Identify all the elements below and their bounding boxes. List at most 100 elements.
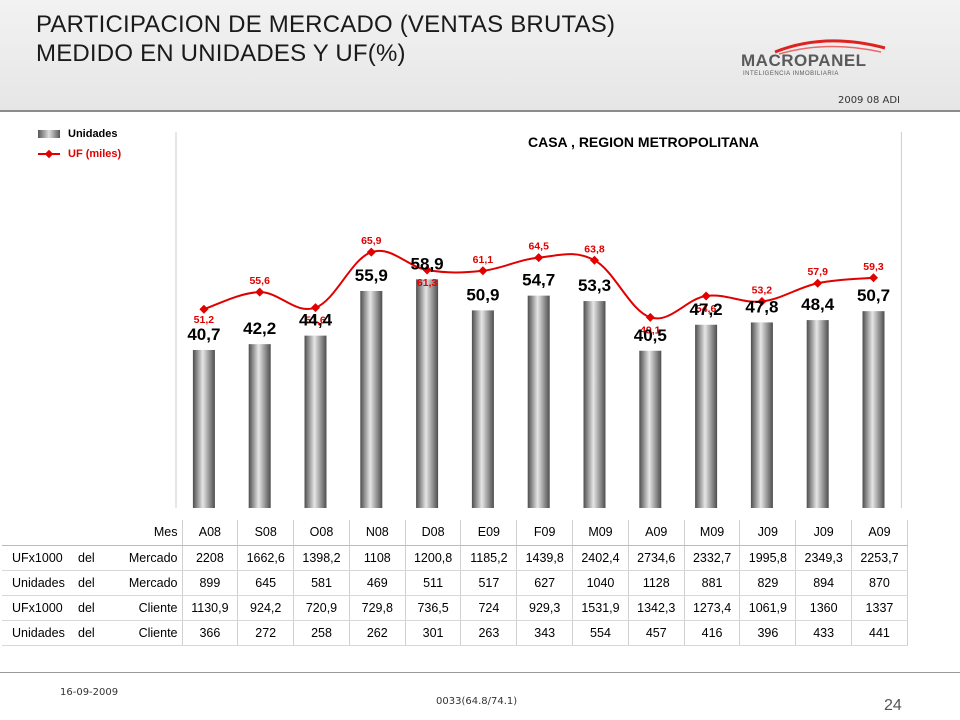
- footer-code: 0033(64.8/74.1): [436, 696, 518, 707]
- table-cell: 899: [181, 570, 238, 596]
- data-label-unidades: 53,3: [578, 276, 611, 295]
- bar-unidades: [471, 310, 494, 508]
- header-band: PARTICIPACION DE MERCADO (VENTAS BRUTAS)…: [0, 0, 960, 112]
- table-cell: 736,5: [404, 595, 461, 621]
- table-cell: 457: [627, 620, 685, 646]
- bar-unidades: [192, 349, 215, 508]
- chart-plot: 51,2 55,6 51,6 65,9 61,3 61,1 64,5 63,8 49,1 54,6…: [175, 132, 902, 508]
- table-cell: 517: [460, 570, 517, 596]
- marker-uf: [255, 287, 265, 297]
- data-label-uf: 49,1: [640, 324, 661, 336]
- title-line-1: PARTICIPACION DE MERCADO (VENTAS BRUTAS): [36, 11, 616, 38]
- table-row: Unidades del Mercado 899 645 581 469 511 517 627 1…: [2, 570, 908, 596]
- marker-uf: [701, 291, 711, 301]
- table-cell: 2208: [181, 545, 238, 571]
- table-month-header: N08: [348, 520, 406, 546]
- data-label-unidades: 58,9: [411, 254, 444, 273]
- table-cell: 1061,9: [739, 595, 796, 621]
- data-label-unidades: 47,2: [690, 300, 723, 319]
- chart-title: CASA , REGION METROPOLITANA: [528, 134, 759, 150]
- table-cell: 1040: [572, 570, 629, 596]
- marker-uf: [199, 304, 209, 314]
- table-month-header: M09: [683, 520, 740, 546]
- table-month-header: J09: [739, 520, 796, 546]
- data-label-uf: 55,6: [249, 275, 270, 287]
- table-row: UFx1000 del Cliente 1130,9 924,2 720,9 729,8 73…: [2, 595, 908, 621]
- table-month-header: M09: [572, 520, 629, 546]
- row-label: Mercado: [116, 570, 182, 596]
- table-cell: 1342,3: [627, 595, 685, 621]
- marker-uf: [813, 278, 823, 288]
- table-cell: 1360: [795, 595, 852, 621]
- table-cell: 1108: [348, 545, 406, 571]
- data-label-uf: 61,3: [417, 277, 438, 289]
- data-label-uf: 57,9: [807, 266, 828, 278]
- table-cell: 396: [739, 620, 796, 646]
- row-label: del: [78, 545, 116, 571]
- table-cell: 554: [572, 620, 629, 646]
- table-row: Unidades del Cliente 366 272 258 262 301 263 343 5…: [2, 620, 908, 646]
- table-cell: 441: [851, 620, 908, 646]
- table-cell: 366: [181, 620, 238, 646]
- row-label: UFx1000: [2, 595, 78, 621]
- table-cell: 2734,6: [627, 545, 685, 571]
- table-cell: 581: [293, 570, 350, 596]
- table-cell: 870: [851, 570, 908, 596]
- table-cell: 1662,6: [237, 545, 294, 571]
- table-cell: 433: [795, 620, 852, 646]
- bar-unidades: [527, 295, 550, 508]
- data-label-unidades: 54,7: [522, 271, 555, 290]
- legend-line-swatch: [38, 150, 60, 158]
- logo-subtext: INTELIGENCIA INMOBILIARIA: [743, 71, 839, 77]
- footer-divider: [0, 672, 960, 673]
- data-label-unidades: 44,4: [299, 311, 333, 330]
- data-label-uf: 63,8: [584, 243, 605, 255]
- legend-label-uf: UF (miles): [68, 148, 122, 160]
- table-cell: 2253,7: [851, 545, 908, 571]
- data-label-unidades: 55,9: [355, 266, 388, 285]
- table-cell: 1185,2: [460, 545, 517, 571]
- logo-text: MACROPANEL: [741, 51, 867, 70]
- row-label: Cliente: [116, 595, 182, 621]
- marker-uf: [478, 266, 488, 276]
- bar-unidades: [360, 290, 383, 508]
- table-cell: 929,3: [516, 595, 573, 621]
- table-month-header: J09: [795, 520, 852, 546]
- table-month-header: D08: [404, 520, 461, 546]
- row-label: del: [78, 595, 116, 621]
- table-month-header: F09: [516, 520, 573, 546]
- legend-label-unidades: Unidades: [68, 128, 118, 140]
- bar-unidades: [695, 324, 718, 508]
- table-month-header: A09: [627, 520, 685, 546]
- data-label-unidades: 50,9: [466, 285, 499, 304]
- table-cell: 1273,4: [683, 595, 740, 621]
- table-cell: 924,2: [237, 595, 294, 621]
- table-header-row: Mes A08 S08 O08 N08 D08 E09 F09 M09 A09 M09 J09 J09 A…: [2, 520, 908, 546]
- logo-swoosh-icon: [774, 39, 886, 55]
- bar-unidades: [750, 322, 773, 508]
- table-cell: 469: [348, 570, 406, 596]
- table-cell: 2402,4: [572, 545, 629, 571]
- row-label: UFx1000: [2, 545, 78, 571]
- data-table: Mes A08 S08 O08 N08 D08 E09 F09 M09 A09 M09 J09 J09 A…: [2, 520, 908, 646]
- version-label: 2009 08 ADI: [837, 95, 900, 106]
- bar-unidades: [806, 320, 829, 508]
- table-cell: 894: [795, 570, 852, 596]
- table-cell: 263: [460, 620, 517, 646]
- table-cell: 881: [683, 570, 740, 596]
- legend-item-uf: UF (miles): [38, 144, 121, 164]
- table-month-header: A08: [181, 520, 238, 546]
- table-month-header: E09: [460, 520, 517, 546]
- data-label-uf: 64,5: [528, 241, 549, 253]
- table-cell: 720,9: [293, 595, 350, 621]
- marker-uf: [422, 265, 432, 275]
- data-label-unidades: 40,7: [187, 325, 220, 344]
- data-label-uf: 51,2: [194, 314, 215, 326]
- row-label: Unidades: [2, 620, 78, 646]
- table-cell: 511: [404, 570, 461, 596]
- table-cell: 645: [237, 570, 294, 596]
- row-label: Mercado: [116, 545, 182, 571]
- table-cell: 258: [293, 620, 350, 646]
- marker-uf: [311, 303, 320, 313]
- marker-uf: [645, 312, 655, 322]
